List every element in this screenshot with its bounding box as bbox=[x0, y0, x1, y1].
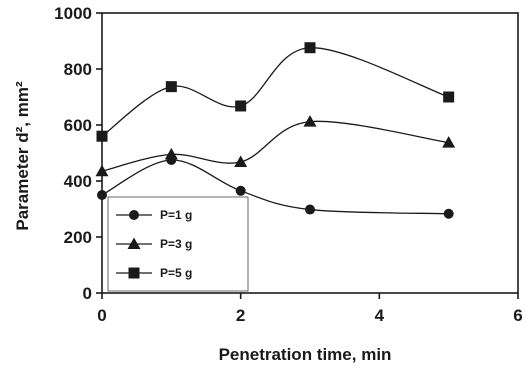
data-point-p-3-g bbox=[95, 164, 109, 177]
data-point-p-1-g bbox=[443, 208, 454, 219]
y-tick-label: 600 bbox=[64, 116, 92, 135]
y-tick-label: 200 bbox=[64, 228, 92, 247]
data-point-p-1-g bbox=[305, 204, 315, 215]
x-axis-title: Penetration time, min bbox=[219, 345, 392, 364]
data-point-p-5-g bbox=[96, 130, 108, 142]
y-axis-title: Parameter d², mm² bbox=[13, 81, 32, 231]
series-p-5-g bbox=[96, 42, 455, 142]
y-tick-label: 0 bbox=[83, 284, 92, 303]
data-point-p-5-g bbox=[304, 42, 316, 54]
legend-marker-p-1-g bbox=[129, 210, 139, 220]
series-group bbox=[95, 42, 456, 219]
series-line-p-3-g bbox=[101, 120, 449, 172]
data-point-p-3-g bbox=[164, 147, 178, 160]
legend-label-p-5-g: P=5 g bbox=[160, 266, 192, 280]
data-point-p-5-g bbox=[443, 91, 455, 103]
legend-label-p-3-g: P=3 g bbox=[160, 237, 192, 251]
data-point-p-5-g bbox=[165, 81, 177, 93]
plot-frame bbox=[101, 12, 519, 294]
x-tick-label: 0 bbox=[97, 306, 106, 325]
tick-labels: 0 200 400 600 800 1000 0 2 4 6 bbox=[54, 4, 523, 325]
y-tick-label: 400 bbox=[64, 172, 92, 191]
series-p-3-g bbox=[95, 115, 456, 177]
legend-marker-p-3-g bbox=[127, 237, 141, 249]
series-line-p-5-g bbox=[101, 47, 449, 137]
series-p-1-g bbox=[97, 155, 454, 219]
x-tick-label: 2 bbox=[236, 306, 245, 325]
x-tick-label: 4 bbox=[375, 306, 385, 325]
x-tick-label: 6 bbox=[513, 306, 522, 325]
data-point-p-3-g bbox=[442, 136, 456, 148]
y-tick-label: 1000 bbox=[54, 4, 92, 23]
legend: P=1 g P=3 g P=5 g bbox=[107, 196, 249, 292]
y-tick-label: 800 bbox=[64, 60, 92, 79]
legend-label-p-1-g: P=1 g bbox=[160, 208, 192, 222]
data-point-p-3-g bbox=[303, 115, 317, 127]
data-point-p-3-g bbox=[234, 155, 248, 167]
axes bbox=[96, 12, 519, 299]
legend-marker-p-5-g bbox=[128, 267, 140, 279]
data-point-p-1-g bbox=[97, 190, 107, 200]
data-point-p-1-g bbox=[235, 185, 246, 196]
data-point-p-5-g bbox=[235, 100, 247, 112]
